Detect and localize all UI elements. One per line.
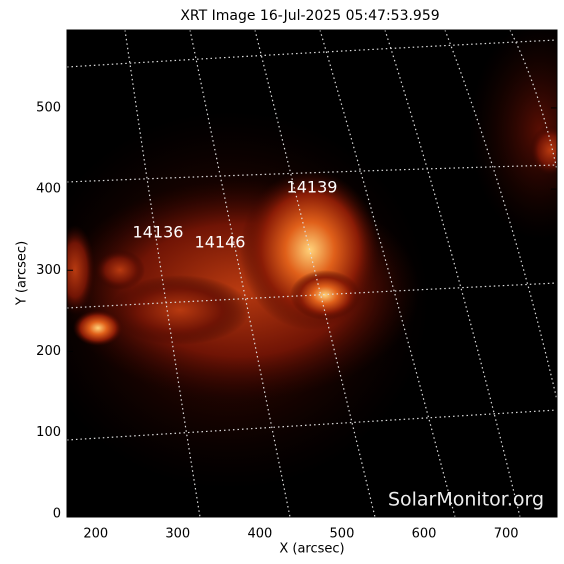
region-label: 14139 bbox=[287, 178, 338, 197]
plot-frame bbox=[66, 29, 558, 518]
y-tick-label: 100 bbox=[36, 425, 61, 440]
x-tick-label: 600 bbox=[412, 527, 437, 542]
region-label: 14146 bbox=[195, 233, 246, 252]
y-tick-label: 200 bbox=[36, 344, 61, 359]
chart-title: XRT Image 16-Jul-2025 05:47:53.959 bbox=[180, 8, 439, 24]
x-tick-label: 300 bbox=[165, 527, 190, 542]
x-tick-label: 500 bbox=[330, 527, 355, 542]
x-tick-label: 400 bbox=[247, 527, 272, 542]
x-axis-label: X (arcsec) bbox=[279, 542, 344, 557]
y-tick-label: 500 bbox=[36, 100, 61, 115]
y-tick-label: 400 bbox=[36, 182, 61, 197]
y-axis-label: Y (arcsec) bbox=[15, 241, 30, 306]
x-tick-label: 200 bbox=[83, 527, 108, 542]
x-tick-label: 700 bbox=[494, 527, 519, 542]
region-label: 14136 bbox=[133, 223, 184, 242]
y-tick-label: 0 bbox=[53, 506, 61, 521]
solar-image bbox=[67, 30, 557, 517]
y-tick-label: 300 bbox=[36, 263, 61, 278]
watermark: SolarMonitor.org bbox=[388, 489, 544, 511]
